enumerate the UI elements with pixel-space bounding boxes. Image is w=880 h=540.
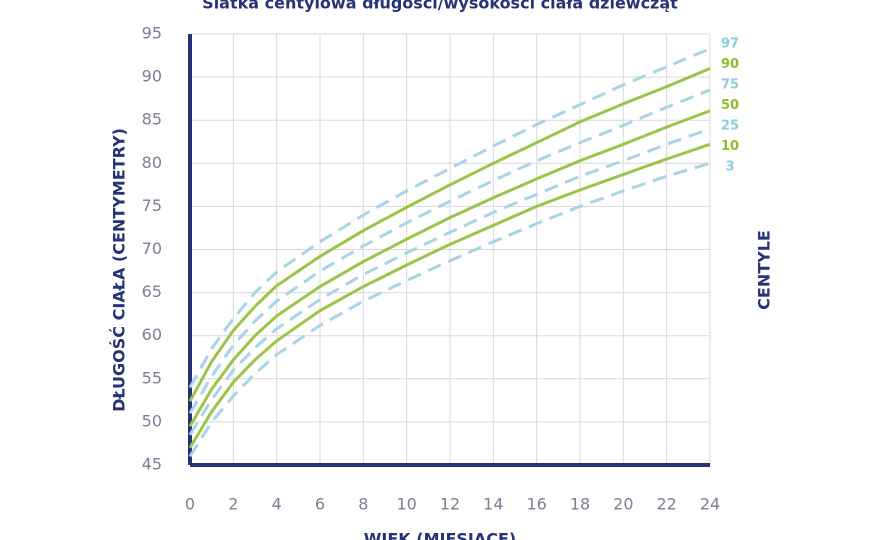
y-tick-label: 70: [142, 239, 162, 258]
x-tick-label: 8: [358, 495, 368, 514]
x-tick-label: 10: [396, 495, 416, 514]
chart-title: Siatka centylowa długości/wysokości ciał…: [202, 0, 678, 13]
y-tick-label: 55: [142, 368, 162, 387]
centile-line: [188, 88, 711, 415]
x-tick-label: 6: [315, 495, 325, 514]
centile-line: [188, 47, 711, 389]
x-tick-label: 20: [613, 495, 633, 514]
y-tick-label: 95: [142, 24, 162, 43]
y-tick-label: 50: [142, 411, 162, 430]
legend-label: 90: [721, 57, 739, 72]
centile-line: [188, 142, 711, 449]
x-tick-label: 12: [440, 495, 460, 514]
legend-label: 97: [721, 37, 739, 52]
y-tick-label: 85: [142, 110, 162, 129]
x-tick-label: 0: [185, 495, 195, 514]
y-tick-label: 60: [142, 325, 162, 344]
legend-label: 25: [721, 119, 739, 134]
y-axis-label: DŁUGOŚĆ CIAŁA (CENTYMETRY): [110, 128, 129, 412]
x-axis-label: WIEK (MIESIĄCE): [364, 530, 516, 540]
x-tick-label: 4: [272, 495, 282, 514]
centile-line: [188, 109, 711, 427]
y-tick-label: 45: [142, 455, 162, 474]
legend-label: 10: [721, 139, 739, 154]
y-tick-label: 75: [142, 196, 162, 215]
x-tick-label: 24: [700, 495, 720, 514]
centile-line: [188, 67, 711, 402]
legend-title: CENTYLE: [755, 230, 774, 310]
x-tick-label: 16: [526, 495, 546, 514]
x-tick-label: 22: [656, 495, 676, 514]
x-tick-label: 14: [483, 495, 503, 514]
legend-label: 75: [721, 78, 739, 93]
y-tick-label: 80: [142, 153, 162, 172]
x-tick-label: 18: [570, 495, 590, 514]
x-tick-label: 2: [228, 495, 238, 514]
legend-label: 50: [721, 98, 739, 113]
y-tick-label: 65: [142, 282, 162, 301]
y-tick-label: 90: [142, 67, 162, 86]
centile-line: [188, 127, 711, 436]
legend-label: 3: [725, 160, 734, 175]
